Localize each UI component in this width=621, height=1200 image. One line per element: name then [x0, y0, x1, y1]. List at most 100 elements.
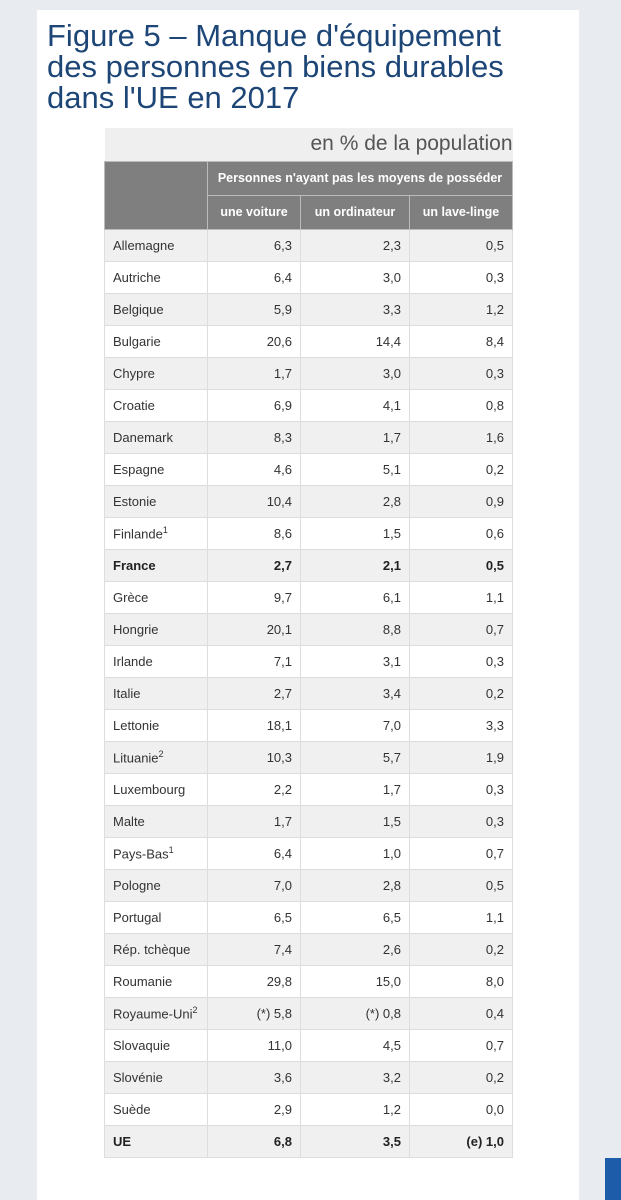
value-cell: 8,4 — [409, 324, 513, 358]
value-cell: 0,5 — [409, 868, 513, 902]
country-cell: Espagne — [104, 452, 208, 486]
country-cell: Italie — [104, 676, 208, 710]
value-cell: 1,1 — [409, 900, 513, 934]
value-cell: 0,2 — [409, 1060, 513, 1094]
value-cell: 0,8 — [409, 388, 513, 422]
value-cell: 0,5 — [409, 228, 513, 262]
table-row: UE 6,8 3,5 (e) 1,0 — [104, 1124, 513, 1158]
value-cell: 2,8 — [300, 484, 410, 518]
value-cell: 0,0 — [409, 1092, 513, 1126]
value-cell: 0,3 — [409, 772, 513, 806]
country-name: Espagne — [113, 461, 165, 477]
value-cell: 0,3 — [409, 644, 513, 678]
value-cell: 0,3 — [409, 260, 513, 294]
column-header: un lave-linge — [409, 194, 513, 230]
country-cell: Allemagne — [104, 228, 208, 262]
table-row: Lituanie2 10,3 5,7 1,9 — [104, 740, 513, 774]
table-row: Allemagne 6,3 2,3 0,5 — [104, 228, 513, 262]
value-cell: 2,3 — [300, 228, 410, 262]
country-name: France — [113, 557, 156, 573]
country-cell: Irlande — [104, 644, 208, 678]
value-cell: (*) 0,8 — [300, 996, 410, 1030]
country-name: Lettonie — [113, 717, 160, 733]
value-cell: 8,6 — [207, 516, 301, 550]
value-cell: 1,0 — [300, 836, 410, 870]
value-cell: 4,6 — [207, 452, 301, 486]
country-cell: Lettonie — [104, 708, 208, 742]
value-cell: 0,2 — [409, 676, 513, 710]
value-cell: 6,5 — [300, 900, 410, 934]
table-row: Roumanie 29,8 15,0 8,0 — [104, 964, 513, 998]
country-name: Suède — [113, 1101, 151, 1117]
country-cell: Croatie — [104, 388, 208, 422]
value-cell: 1,2 — [409, 292, 513, 326]
value-cell: 0,2 — [409, 932, 513, 966]
country-cell: Chypre — [104, 356, 208, 390]
country-name: Belgique — [113, 301, 164, 317]
group-header: Personnes n'ayant pas les moyens de poss… — [207, 160, 513, 196]
value-cell: 0,3 — [409, 804, 513, 838]
country-cell: France — [104, 548, 208, 582]
country-cell: Estonie — [104, 484, 208, 518]
value-cell: 3,3 — [300, 292, 410, 326]
country-cell: Belgique — [104, 292, 208, 326]
value-cell: 6,9 — [207, 388, 301, 422]
value-cell: 7,4 — [207, 932, 301, 966]
value-cell: 9,7 — [207, 580, 301, 614]
table-row: Malte 1,7 1,5 0,3 — [104, 804, 513, 838]
value-cell: 3,6 — [207, 1060, 301, 1094]
value-cell: 0,7 — [409, 612, 513, 646]
country-name: Grèce — [113, 589, 149, 605]
value-cell: 0,6 — [409, 516, 513, 550]
country-name: Pologne — [113, 877, 161, 893]
table-row: Rép. tchèque 7,4 2,6 0,2 — [104, 932, 513, 966]
table-row: Suède 2,9 1,2 0,0 — [104, 1092, 513, 1126]
value-cell: 8,3 — [207, 420, 301, 454]
side-button[interactable] — [605, 1158, 621, 1200]
table-row: Royaume-Uni2 (*) 5,8 (*) 0,8 0,4 — [104, 996, 513, 1030]
table-row: Belgique 5,9 3,3 1,2 — [104, 292, 513, 326]
value-cell: 2,1 — [300, 548, 410, 582]
country-name: Royaume-Uni — [113, 1006, 193, 1022]
country-cell: Hongrie — [104, 612, 208, 646]
card: Figure 5 – Manque d'équipement des perso… — [37, 10, 579, 1200]
table-row: Croatie 6,9 4,1 0,8 — [104, 388, 513, 422]
table-row: Italie 2,7 3,4 0,2 — [104, 676, 513, 710]
table-row: Slovaquie 11,0 4,5 0,7 — [104, 1028, 513, 1062]
table-row: France 2,7 2,1 0,5 — [104, 548, 513, 582]
country-cell: Slovénie — [104, 1060, 208, 1094]
value-cell: 20,1 — [207, 612, 301, 646]
value-cell: 5,1 — [300, 452, 410, 486]
value-cell: 7,1 — [207, 644, 301, 678]
country-name: Italie — [113, 685, 141, 701]
value-cell: 1,7 — [207, 804, 301, 838]
value-cell: 0,3 — [409, 356, 513, 390]
value-cell: 5,7 — [300, 740, 410, 774]
value-cell: 6,3 — [207, 228, 301, 262]
value-cell: 2,7 — [207, 548, 301, 582]
table-row: Hongrie 20,1 8,8 0,7 — [104, 612, 513, 646]
value-cell: 10,4 — [207, 484, 301, 518]
footnote-mark: 1 — [162, 524, 168, 535]
table-row: Autriche 6,4 3,0 0,3 — [104, 260, 513, 294]
table-row: Luxembourg 2,2 1,7 0,3 — [104, 772, 513, 806]
value-cell: 3,0 — [300, 260, 410, 294]
value-cell: 8,0 — [409, 964, 513, 998]
value-cell: 6,4 — [207, 260, 301, 294]
value-cell: 0,7 — [409, 1028, 513, 1062]
country-name: Roumanie — [113, 973, 173, 989]
country-name: Slovénie — [113, 1069, 163, 1085]
country-name: Allemagne — [113, 237, 175, 253]
value-cell: 3,5 — [300, 1124, 410, 1158]
country-name: Irlande — [113, 653, 153, 669]
country-name: Bulgarie — [113, 333, 161, 349]
table-row: Finlande1 8,6 1,5 0,6 — [104, 516, 513, 550]
country-name: Croatie — [113, 397, 155, 413]
table-row: Lettonie 18,1 7,0 3,3 — [104, 708, 513, 742]
value-cell: 7,0 — [207, 868, 301, 902]
value-cell: 7,0 — [300, 708, 410, 742]
column-header: un ordinateur — [300, 194, 410, 230]
value-cell: 2,6 — [300, 932, 410, 966]
country-cell: Roumanie — [104, 964, 208, 998]
value-cell: 3,4 — [300, 676, 410, 710]
